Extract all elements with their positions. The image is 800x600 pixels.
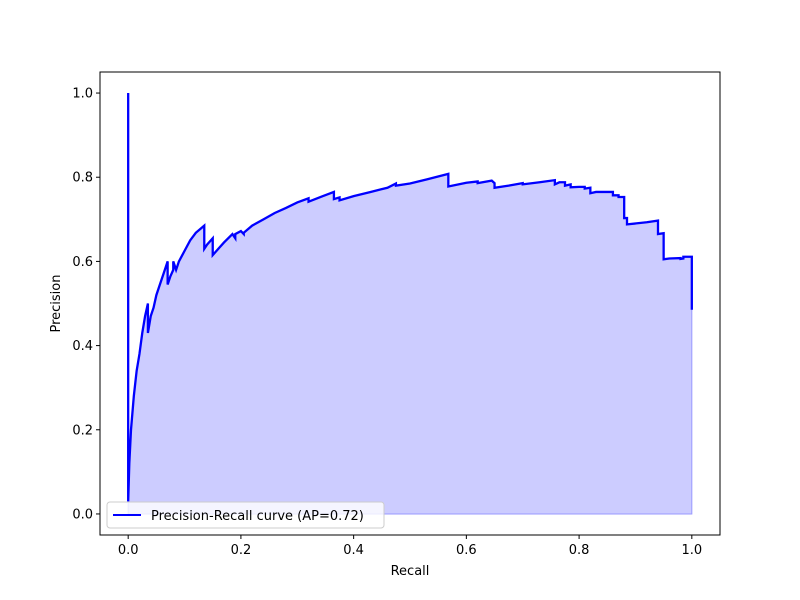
- y-tick-label: 0.0: [72, 507, 93, 522]
- series-line: [127, 93, 693, 502]
- y-tick-label: 1.0: [72, 87, 93, 102]
- legend-label: Precision-Recall curve (AP=0.72): [151, 509, 364, 524]
- y-tick-label: 0.4: [72, 339, 93, 354]
- axes-frame: [99, 71, 721, 536]
- x-tick-label: 0.2: [231, 543, 252, 558]
- y-axis-label: Precision: [49, 274, 64, 332]
- x-tick-label: 1.0: [681, 543, 702, 558]
- axis-ticks: 0.0 0.2 0.4 0.6 0.8 1.0 0.0 0.2 0.4 0.6 0.8 1.0: [72, 87, 702, 558]
- x-tick-label: 0.8: [569, 543, 590, 558]
- plot-area: [127, 93, 693, 515]
- x-tick-label: 0.0: [118, 543, 139, 558]
- x-tick-label: 0.4: [343, 543, 364, 558]
- x-tick-label: 0.6: [456, 543, 477, 558]
- legend: Precision-Recall curve (AP=0.72): [106, 501, 385, 529]
- x-axis-label: Recall: [391, 564, 430, 579]
- legend-box: [106, 501, 385, 529]
- y-tick-label: 0.8: [72, 171, 93, 186]
- y-tick-label: 0.2: [72, 423, 93, 438]
- y-tick-label: 0.6: [72, 255, 93, 270]
